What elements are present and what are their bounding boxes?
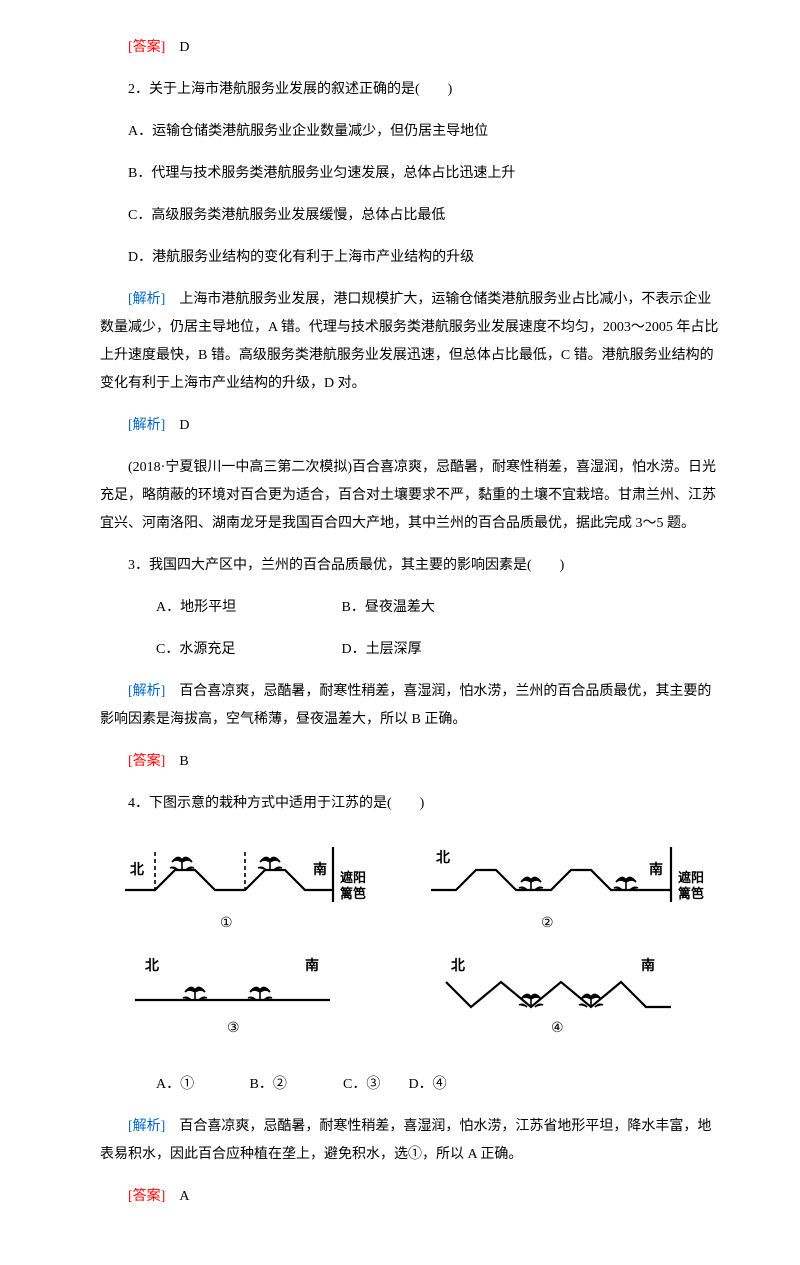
analysis-label: [解析] — [128, 292, 165, 307]
q2-option-b: B．代理与技术服务类港航服务业匀速发展，总体占比迅速上升 — [100, 160, 720, 188]
figure-1-svg: 北 南 遮阳 篱笆 ① — [100, 832, 400, 942]
figure-2: 北 南 遮阳 篱笆 ② — [416, 832, 720, 942]
fig-label-3: ③ — [227, 1021, 240, 1036]
q2-option-d: D．港航服务业结构的变化有利于上海市产业结构的升级 — [100, 244, 720, 272]
q3-answer-line: [答案] B — [100, 748, 720, 776]
north-label: 北 — [145, 958, 159, 974]
figure-2-svg: 北 南 遮阳 篱笆 ② — [416, 832, 716, 942]
south-label: 南 — [641, 957, 655, 974]
q4-stem: 4．下图示意的栽种方式中适用于江苏的是( ) — [100, 790, 720, 818]
analysis-label: [解析] — [128, 684, 165, 699]
figure-3-svg: 北 南 ③ — [100, 952, 400, 1047]
figure-4-svg: 北 南 ④ — [416, 952, 716, 1047]
q4-options: A．① B．② C．③ D．④ — [100, 1071, 720, 1099]
q2-analysis: [解析] 上海市港航服务业发展，港口规模扩大，运输仓储类港航服务业占比减小，不表… — [100, 286, 720, 398]
figure-3: 北 南 ③ — [100, 952, 404, 1047]
q3-option-d: D．土层深厚 — [342, 642, 422, 657]
fig-label-4: ④ — [551, 1021, 564, 1036]
q3-option-a: A．地形平坦 — [128, 594, 338, 622]
plant-icon — [170, 857, 194, 870]
south-label: 南 — [649, 861, 663, 878]
fig-label-2: ② — [541, 916, 554, 931]
plant-icon — [614, 877, 638, 890]
answer-label: [答案] — [128, 754, 165, 769]
q4-option-a: A．① — [128, 1071, 218, 1099]
document-page: [答案] D 2．关于上海市港航服务业发展的叙述正确的是( ) A．运输仓储类港… — [0, 0, 800, 1265]
q4-analysis: [解析] 百合喜凉爽，忌酷暑，耐寒性稍差，喜湿润，怕水涝，江苏省地形平坦，降水丰… — [100, 1113, 720, 1169]
shade-text2: 篱笆 — [678, 886, 704, 901]
south-label: 南 — [305, 957, 319, 974]
q2-answer-value: D — [179, 418, 189, 433]
q2-option-c: C．高级服务类港航服务业发展缓慢，总体占比最低 — [100, 202, 720, 230]
q3-answer-value: B — [179, 754, 188, 769]
q3-analysis-text: 百合喜凉爽，忌酷暑，耐寒性稍差，喜湿润，怕水涝，兰州的百合品质最优，其主要的影响… — [100, 684, 711, 727]
fig-label-1: ① — [220, 916, 233, 931]
q3-options-ab: A．地形平坦 B．昼夜温差大 — [100, 594, 720, 622]
q3-analysis: [解析] 百合喜凉爽，忌酷暑，耐寒性稍差，喜湿润，怕水涝，兰州的百合品质最优，其… — [100, 678, 720, 734]
q4-option-b: B．② — [222, 1071, 312, 1099]
answer-label: [解析] — [128, 418, 165, 433]
q3-stem: 3．我国四大产区中，兰州的百合品质最优，其主要的影响因素是( ) — [100, 552, 720, 580]
answer-label: [答案] — [128, 1189, 165, 1204]
plant-icon — [519, 877, 543, 890]
figure-4: 北 南 ④ — [416, 952, 720, 1047]
q1-answer-line: [答案] D — [100, 34, 720, 62]
q1-answer-value: D — [179, 40, 189, 55]
q2-analysis-text: 上海市港航服务业发展，港口规模扩大，运输仓储类港航服务业占比减小，不表示企业数量… — [100, 292, 718, 391]
shade-text1: 遮阳 — [340, 870, 366, 885]
north-label: 北 — [436, 850, 450, 866]
q2-stem: 2．关于上海市港航服务业发展的叙述正确的是( ) — [100, 76, 720, 104]
shade-text2: 篱笆 — [340, 886, 366, 901]
south-label: 南 — [313, 861, 327, 878]
q3-option-c: C．水源充足 — [128, 636, 338, 664]
q2-option-a: A．运输仓储类港航服务业企业数量减少，但仍居主导地位 — [100, 118, 720, 146]
figure-1: 北 南 遮阳 篱笆 ① — [100, 832, 404, 942]
figure-grid: 北 南 遮阳 篱笆 ① 北 南 — [100, 832, 720, 1057]
q4-answer-line: [答案] A — [100, 1183, 720, 1211]
answer-label: [答案] — [128, 40, 165, 55]
plant-icon — [183, 987, 207, 1000]
north-label: 北 — [451, 958, 465, 974]
q4-option-c: C．③ — [315, 1071, 405, 1099]
north-label: 北 — [130, 862, 144, 878]
plant-icon — [248, 987, 272, 1000]
q2-answer-line: [解析] D — [100, 412, 720, 440]
q3-option-b: B．昼夜温差大 — [342, 600, 435, 615]
q4-answer-value: A — [179, 1189, 189, 1204]
passage-text: (2018·宁夏银川一中高三第二次模拟)百合喜凉爽，忌酷暑，耐寒性稍差，喜湿润，… — [100, 454, 720, 538]
q3-options-cd: C．水源充足 D．土层深厚 — [100, 636, 720, 664]
shade-text1: 遮阳 — [678, 870, 704, 885]
q4-analysis-text: 百合喜凉爽，忌酷暑，耐寒性稍差，喜湿润，怕水涝，江苏省地形平坦，降水丰富，地表易… — [100, 1119, 711, 1162]
q4-option-d: D．④ — [409, 1077, 447, 1092]
